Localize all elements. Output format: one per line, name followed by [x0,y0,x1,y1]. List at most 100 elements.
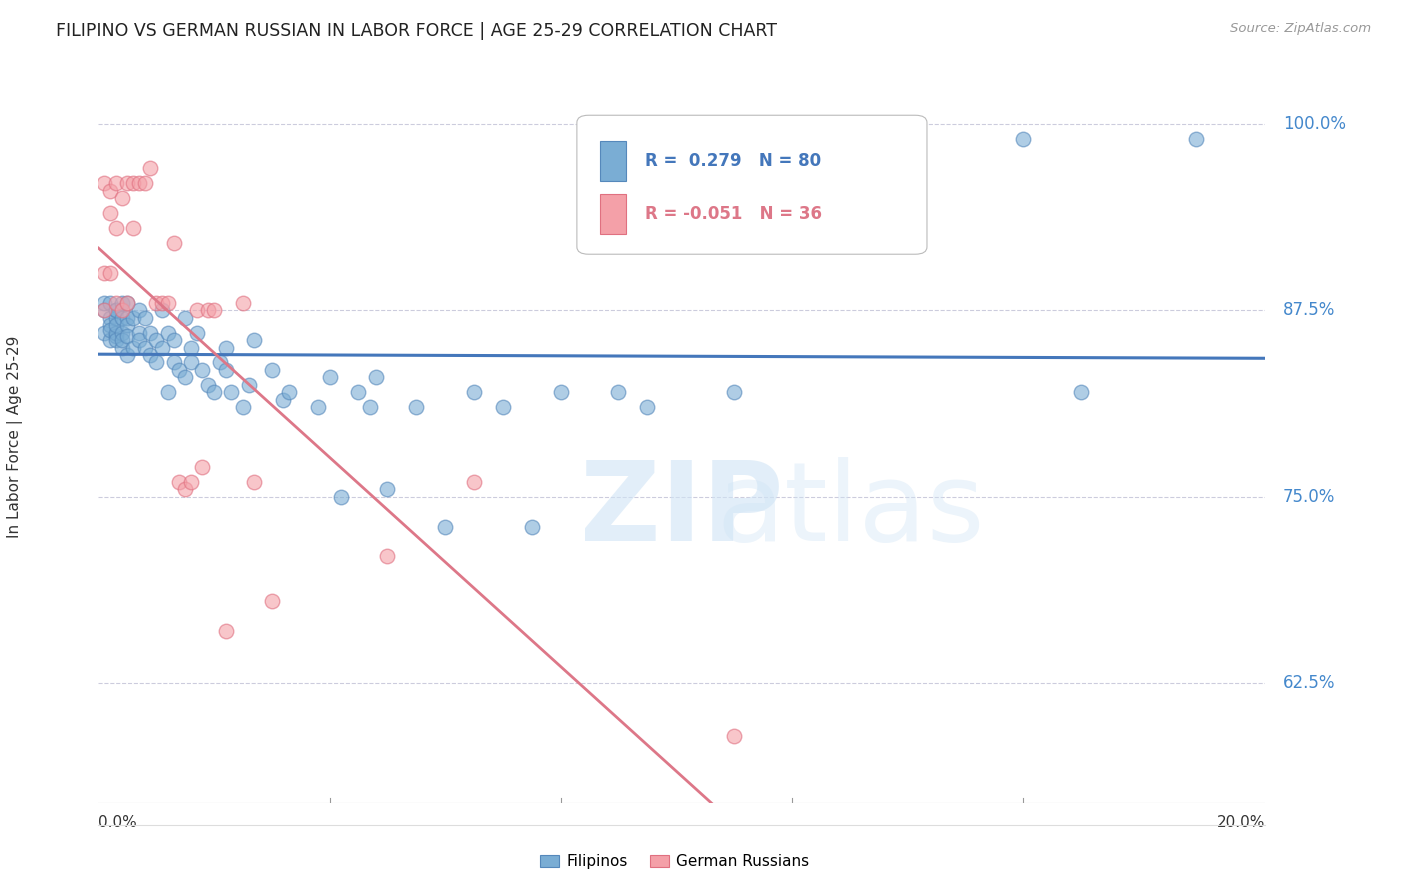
Point [202,303,225,318]
Point [169,475,191,489]
Point [150,303,173,318]
FancyBboxPatch shape [600,194,626,234]
Point [636,401,658,415]
Point [145,355,167,369]
Point [93,326,115,340]
Point [169,363,191,377]
Point [139,326,162,340]
Text: 62.5%: 62.5% [1282,674,1336,692]
Point [117,295,139,310]
Point [1070,385,1092,400]
Point [156,385,179,400]
Legend: Filipinos, German Russians: Filipinos, German Russians [534,848,815,875]
Point [128,177,150,191]
Point [221,385,243,400]
Point [110,326,132,340]
Point [110,333,132,347]
Point [214,341,236,355]
Point [214,624,236,639]
Point [110,310,132,325]
Point [117,328,139,343]
Point [186,326,208,340]
Point [243,333,266,347]
Point [191,363,214,377]
FancyBboxPatch shape [576,115,927,254]
Point [98,318,121,332]
Point [214,363,236,377]
Point [260,363,283,377]
Point [364,370,387,384]
Point [150,341,173,355]
Text: R = -0.051   N = 36: R = -0.051 N = 36 [644,205,821,223]
Point [232,295,254,310]
Point [104,177,127,191]
Point [150,295,173,310]
Point [162,355,184,369]
Text: 20.0%: 20.0% [1218,814,1265,830]
Point [463,475,485,489]
Point [98,310,121,325]
Point [208,355,231,369]
Point [98,333,121,347]
Point [197,303,219,318]
Point [93,295,115,310]
Text: FILIPINO VS GERMAN RUSSIAN IN LABOR FORCE | AGE 25-29 CORRELATION CHART: FILIPINO VS GERMAN RUSSIAN IN LABOR FORC… [56,22,778,40]
Point [93,177,115,191]
Point [104,295,127,310]
Point [122,177,145,191]
Point [174,370,197,384]
Point [93,303,115,318]
Point [134,341,156,355]
Point [98,266,121,280]
Point [318,370,340,384]
Point [375,483,398,497]
Point [104,303,127,318]
Point [180,355,202,369]
Point [174,310,197,325]
Point [145,333,167,347]
Point [162,235,184,250]
Point [156,295,179,310]
FancyBboxPatch shape [600,141,626,181]
Text: R =  0.279   N = 80: R = 0.279 N = 80 [644,152,821,169]
Point [128,333,150,347]
Text: atlas: atlas [717,457,986,564]
Point [243,475,266,489]
Point [128,326,150,340]
Point [128,303,150,318]
Point [110,303,132,318]
Point [180,475,202,489]
Point [359,401,381,415]
Point [98,295,121,310]
Point [104,310,127,325]
Point [347,385,370,400]
Point [117,295,139,310]
Point [122,221,145,235]
Point [463,385,485,400]
Text: ZIP: ZIP [581,457,783,564]
Point [134,310,156,325]
Point [232,401,254,415]
Point [93,266,115,280]
Point [104,318,127,332]
Point [117,318,139,332]
Point [139,161,162,176]
Point [122,341,145,355]
Point [405,401,427,415]
Point [117,310,139,325]
Text: 75.0%: 75.0% [1282,488,1336,506]
Point [607,385,630,400]
Point [278,385,301,400]
Point [1185,131,1208,145]
Point [110,191,132,205]
Point [186,303,208,318]
Text: 0.0%: 0.0% [98,814,138,830]
Point [98,323,121,337]
Point [434,519,457,533]
Point [104,303,127,318]
Point [174,483,197,497]
Point [191,459,214,474]
Point [307,401,329,415]
Point [330,490,353,504]
Point [93,303,115,318]
